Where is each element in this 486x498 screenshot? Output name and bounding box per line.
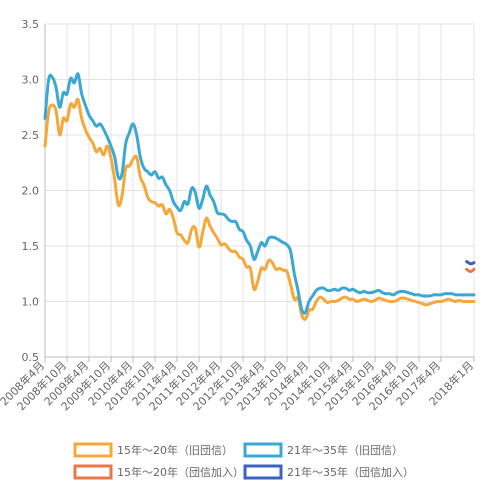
y-tick-label: 1.5 bbox=[22, 240, 40, 253]
y-tick-label: 2.5 bbox=[22, 129, 40, 142]
legend-label: 21年～35年（団信加入） bbox=[287, 465, 414, 479]
legend-swatch bbox=[243, 442, 283, 458]
legend-swatch bbox=[73, 442, 113, 458]
series-line-3 bbox=[465, 267, 476, 274]
legend-swatch bbox=[73, 464, 113, 480]
legend-label: 15年～20年（団信加入） bbox=[117, 465, 244, 479]
grid-lines bbox=[44, 23, 475, 358]
y-axis: 0.5 1.0 1.5 2.0 2.5 3.0 3.5 bbox=[22, 18, 46, 364]
legend: 15年～20年（旧団信） 21年～35年（旧団信） 15年～20年（団信加入） 21年… bbox=[73, 442, 414, 480]
y-tick-label: 3.5 bbox=[22, 18, 40, 31]
legend-swatch bbox=[243, 464, 283, 480]
series-line-1 bbox=[43, 97, 476, 321]
series-line-2 bbox=[43, 72, 476, 315]
legend-label: 21年～35年（旧団信） bbox=[287, 443, 403, 457]
series-lines bbox=[43, 72, 476, 321]
legend-label: 15年～20年（旧団信） bbox=[117, 443, 233, 457]
series-line-4 bbox=[465, 260, 476, 266]
y-tick-label: 2.0 bbox=[22, 185, 40, 198]
x-axis: 2008年4月2008年10月2009年4月2009年10月2010年4月201… bbox=[0, 356, 476, 413]
y-tick-label: 1.0 bbox=[22, 296, 40, 309]
y-tick-label: 3.0 bbox=[22, 74, 40, 87]
y-tick-label: 0.5 bbox=[22, 351, 40, 364]
